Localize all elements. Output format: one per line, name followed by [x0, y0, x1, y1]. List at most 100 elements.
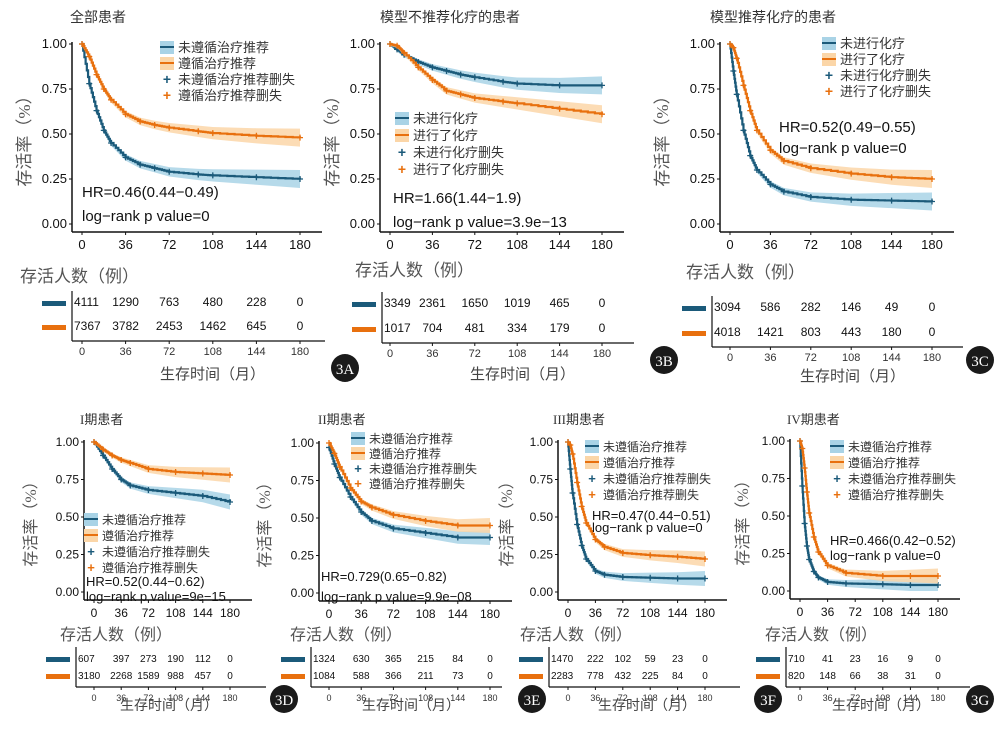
x-tick-label: 180	[695, 606, 715, 620]
risk-row-swatch	[281, 674, 305, 679]
legend-label: 未遵循治疗推荐	[102, 512, 186, 527]
censor-mark	[253, 132, 260, 139]
legend-label: 遵循治疗推荐删失	[102, 560, 198, 575]
legend-label: 遵循治疗推荐	[178, 56, 256, 71]
ci-band-group-a	[94, 442, 230, 510]
risk-table-title: 存活人数（例）	[520, 626, 632, 644]
censor-mark	[358, 498, 365, 505]
censor-mark	[514, 100, 521, 107]
panel-3f: III期患者 0.00 0.25 0.50 0.75 1.00 0 36 72 108 144 180…	[498, 412, 782, 714]
risk-table-cell: 0	[227, 671, 233, 682]
censor-mark	[888, 174, 895, 181]
risk-table-cell: 588	[353, 671, 370, 682]
censor-mark	[429, 77, 436, 83]
risk-x-tick-label: 72	[388, 693, 398, 703]
legend-label: 未遵循治疗推荐删失	[369, 461, 477, 476]
x-tick-label: 72	[387, 607, 401, 621]
risk-table-cell: 0	[487, 654, 493, 665]
legend-censor-icon: +	[398, 161, 406, 177]
legend-censor-icon: +	[588, 471, 596, 486]
legend-censor-icon: +	[354, 476, 362, 491]
censor-mark	[415, 64, 422, 71]
risk-x-tick-label: 144	[247, 346, 265, 358]
hr-annotation: HR=0.46(0.44−0.49)	[82, 184, 219, 201]
legend-label: 未遵循治疗推荐	[178, 40, 269, 55]
censor-mark	[443, 68, 450, 74]
censor-mark	[347, 485, 354, 491]
chart-title: I期患者	[80, 412, 123, 427]
censor-mark	[118, 476, 125, 483]
x-tick-label: 144	[193, 606, 213, 620]
ci-band-group-b	[390, 44, 602, 124]
censor-mark	[166, 124, 173, 131]
legend-label: 遵循治疗推荐	[848, 455, 920, 470]
x-tick-label: 108	[416, 607, 436, 621]
panel-3d: I期患者 0.00 0.25 0.50 0.75 1.00 0 36 72 108 144 180 存活…	[22, 412, 298, 714]
risk-x-tick-label: 36	[119, 346, 131, 358]
risk-row-swatch	[46, 657, 70, 662]
y-tick-label: 1.00	[762, 434, 786, 448]
risk-table-cell: 282	[801, 300, 821, 314]
censor-mark	[599, 111, 605, 118]
hr-annotation: HR=0.729(0.65−0.82)	[321, 569, 447, 584]
y-tick-label: 0.00	[350, 216, 375, 231]
y-tick-label: 0.25	[56, 548, 80, 562]
risk-row-swatch	[352, 327, 376, 332]
censor-mark	[801, 465, 808, 471]
censor-mark	[730, 44, 737, 51]
risk-x-tick-label: 36	[116, 693, 126, 703]
risk-table-cell: 1324	[313, 654, 336, 665]
y-tick-label: 0.75	[690, 81, 715, 96]
risk-x-tick-label: 36	[356, 693, 366, 703]
risk-x-tick-label: 144	[903, 693, 918, 703]
risk-table-cell: 190	[167, 654, 184, 665]
censor-mark	[843, 570, 849, 576]
panel-badge-label: 3F	[760, 693, 776, 709]
censor-mark	[740, 82, 747, 89]
chart-title: II期患者	[318, 412, 366, 427]
risk-x-tick-label: 144	[450, 693, 465, 703]
risk-table-cell: 457	[194, 671, 211, 682]
ci-band-group-a	[390, 44, 602, 95]
x-tick-label: 180	[220, 606, 240, 620]
panel-3c: 模型推荐化疗的患者 0.00 0.25 0.50 0.75 1.00 0 36 72 108 144…	[653, 10, 994, 385]
risk-x-tick-label: 180	[291, 346, 309, 358]
risk-x-tick-label: 72	[163, 346, 175, 358]
y-tick-label: 0.00	[690, 216, 715, 231]
censor-mark	[422, 530, 429, 536]
censor-mark	[443, 87, 450, 94]
censor-mark	[209, 130, 216, 137]
risk-table-cell: 334	[507, 321, 527, 335]
y-tick-label: 0.25	[42, 171, 67, 186]
censor-mark	[780, 188, 787, 195]
censor-mark	[733, 55, 740, 62]
censor-mark	[471, 95, 478, 101]
legend-label: 未遵循治疗推荐删失	[848, 471, 956, 486]
censor-mark	[907, 573, 914, 579]
legend-label: 遵循治疗推荐删失	[178, 88, 282, 103]
y-tick-label: 0.25	[530, 548, 554, 562]
chart-title: 模型推荐化疗的患者	[710, 10, 836, 26]
survival-curve-group-a	[567, 440, 705, 580]
censor-mark	[253, 174, 260, 181]
risk-x-tick-label: 180	[923, 352, 941, 364]
panel-badge-label: 3G	[971, 693, 990, 709]
risk-table-cell: 4111	[74, 295, 99, 309]
legend-censor-icon: +	[163, 87, 171, 103]
risk-table-cell: 59	[645, 654, 657, 665]
censor-mark	[780, 158, 787, 164]
hr-annotation: HR=0.47(0.44−0.51)	[592, 508, 711, 523]
censor-mark	[137, 118, 144, 125]
y-tick-label: 1.00	[530, 435, 554, 449]
x-tick-label: 72	[142, 606, 156, 620]
x-tick-label: 0	[565, 606, 572, 620]
censor-mark	[500, 98, 507, 105]
censor-mark	[753, 127, 760, 134]
risk-x-tick-label: 72	[143, 693, 153, 703]
legend-label: 未进行化疗删失	[413, 145, 504, 160]
risk-x-tick-label: 144	[670, 693, 685, 703]
y-tick-label: 0.00	[762, 584, 786, 598]
risk-table-cell: 481	[465, 321, 485, 335]
risk-table-cell: 2268	[110, 671, 133, 682]
risk-table-cell: 16	[877, 654, 889, 665]
